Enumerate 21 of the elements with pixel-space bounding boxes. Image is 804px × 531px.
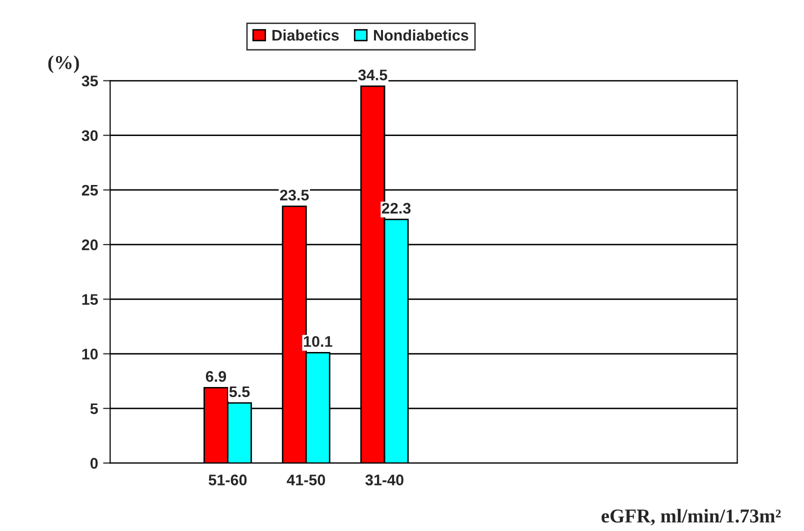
y-tick-label: 30 <box>82 130 98 142</box>
x-tick-label: 41-50 <box>286 474 326 486</box>
y-tick-label: 25 <box>82 184 98 196</box>
y-tick-label: 20 <box>82 239 98 250</box>
data-label: 6.9 <box>206 371 226 382</box>
x-axis-title: eGFR, ml/min/1.73m² <box>602 508 781 526</box>
legend-label: Nondiabetics <box>374 29 468 41</box>
data-label: 22.3 <box>382 202 411 214</box>
data-label: 23.5 <box>280 190 309 201</box>
y-tick-label: 35 <box>82 76 98 86</box>
y-tick-label: 5 <box>90 403 98 414</box>
x-tick-label: 51-60 <box>208 474 247 486</box>
data-label: 34.5 <box>358 70 388 80</box>
x-tick-label: 31-40 <box>365 474 404 486</box>
legend-label: Diabetics <box>272 29 339 41</box>
data-label: 5.5 <box>229 386 250 398</box>
y-tick-label: 0 <box>90 458 98 469</box>
y-axis-title: (%) <box>48 55 79 74</box>
y-tick-label: 15 <box>82 294 98 305</box>
data-label: 10.1 <box>304 336 332 347</box>
y-tick-label: 10 <box>82 348 98 360</box>
